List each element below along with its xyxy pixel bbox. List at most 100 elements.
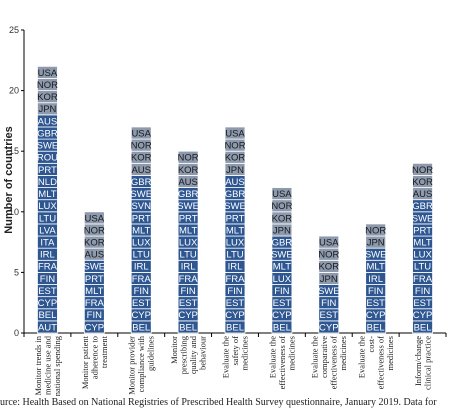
segment-label: MLT [38, 189, 56, 200]
segment-label: JPN [226, 165, 244, 176]
y-tick-label: 0 [14, 328, 19, 338]
segment-label: NLD [38, 177, 57, 188]
segment-label: KOR [37, 92, 58, 103]
segment-label: GBR [131, 177, 152, 188]
segment-label: SWE [412, 213, 434, 224]
segment-label: KOR [131, 153, 152, 164]
segment-label: AUT [38, 322, 57, 333]
segment-label: FIN [227, 286, 242, 297]
segment-label: MLT [273, 262, 291, 273]
segment-label: BEL [414, 322, 432, 333]
segment-label: AUS [178, 177, 198, 188]
segment-label: GBR [37, 128, 58, 139]
bar-segment [177, 150, 199, 164]
segment-label: NOR [224, 141, 245, 152]
segment-label: KOR [272, 213, 293, 224]
segment-label: LVA [39, 225, 56, 236]
segment-label: USA [85, 213, 105, 224]
bar-segment [83, 211, 105, 225]
segment-label: KOR [84, 238, 105, 249]
segment-label: SWE [37, 141, 59, 152]
category-label: Monitorprescribingquality andbehaviour [169, 335, 208, 374]
segment-label: CYP [225, 310, 245, 321]
category-label: Monitor providercompliance withguideline… [127, 335, 156, 395]
segment-label: FRA [179, 274, 199, 285]
category-labels: Monitor trends inmedicine use andnationa… [33, 335, 432, 396]
segment-label: FIN [134, 286, 149, 297]
category-label: Evaluate thecomparativeeffectiveness ofm… [310, 336, 349, 390]
segment-label: SWE [365, 250, 387, 261]
segment-label: USA [319, 238, 339, 249]
category-label: Evaluate theeffectiveness ofmedicines [267, 336, 296, 390]
segment-label: MLT [226, 225, 244, 236]
segment-label: FRA [132, 274, 152, 285]
segment-label: JPN [320, 274, 338, 285]
segment-label: LUX [226, 238, 245, 249]
segment-label: MLT [85, 286, 103, 297]
segment-label: NOR [178, 153, 199, 164]
segment-label: FIN [274, 286, 289, 297]
segment-label: FIN [40, 274, 55, 285]
segment-label: CYP [38, 298, 58, 309]
y-axis-label: Number of countries [3, 126, 15, 234]
segment-label: ITA [40, 238, 55, 249]
segment-label: FIN [87, 310, 102, 321]
segment-label: AUS [413, 189, 433, 200]
segment-label: BEL [132, 322, 150, 333]
segment-label: BEL [179, 322, 197, 333]
segment-label: USA [272, 189, 292, 200]
segment-label: LUX [132, 238, 151, 249]
category-label: Monitor patientadherence totreatment [80, 335, 109, 389]
segment-label: NOR [365, 225, 386, 236]
segment-label: LTU [133, 250, 150, 261]
segment-label: EST [38, 286, 57, 297]
segment-label: NOR [84, 225, 105, 236]
bar-segment [224, 126, 246, 140]
segment-label: EST [132, 298, 151, 309]
segment-label: AUS [131, 165, 151, 176]
segment-label: GBR [412, 201, 433, 212]
segment-label: NOR [412, 165, 433, 176]
segment-label: BEL [273, 322, 291, 333]
segment-label: IRL [228, 262, 243, 273]
category-label: Evaluate thesafety ofmedicines [221, 336, 250, 378]
segment-label: FRA [413, 274, 433, 285]
segment-label: USA [131, 128, 151, 139]
segment-label: LTU [226, 250, 243, 261]
category-label: Inform/changeclinical practice [413, 336, 433, 390]
segment-label: SWE [224, 201, 246, 212]
segment-label: LTU [39, 213, 56, 224]
segment-label: BEL [226, 322, 244, 333]
segment-label: FIN [180, 286, 195, 297]
segment-label: BEL [367, 322, 385, 333]
segment-label: LUX [273, 274, 292, 285]
segment-label: FRA [85, 298, 105, 309]
segment-label: SWE [84, 262, 106, 273]
segment-label: EST [273, 298, 292, 309]
segment-label: LUX [413, 250, 432, 261]
segment-label: KOR [412, 177, 433, 188]
y-tick-label: 25 [9, 25, 19, 35]
segment-label: CYP [272, 310, 292, 321]
y-tick-label: 20 [9, 86, 19, 96]
segment-label: FRA [38, 262, 58, 273]
segment-label: FIN [415, 286, 430, 297]
segment-label: LTU [414, 262, 431, 273]
segment-label: CYP [85, 322, 105, 333]
segment-label: CYP [178, 310, 198, 321]
segment-label: FIN [368, 286, 383, 297]
segment-label: ROU [37, 153, 58, 164]
segment-label: IRL [40, 250, 55, 261]
segment-label: FRA [226, 274, 246, 285]
segment-label: MLT [132, 225, 150, 236]
segment-label: NOR [271, 201, 292, 212]
segment-label: SWE [130, 189, 152, 200]
segment-label: LTU [179, 250, 196, 261]
